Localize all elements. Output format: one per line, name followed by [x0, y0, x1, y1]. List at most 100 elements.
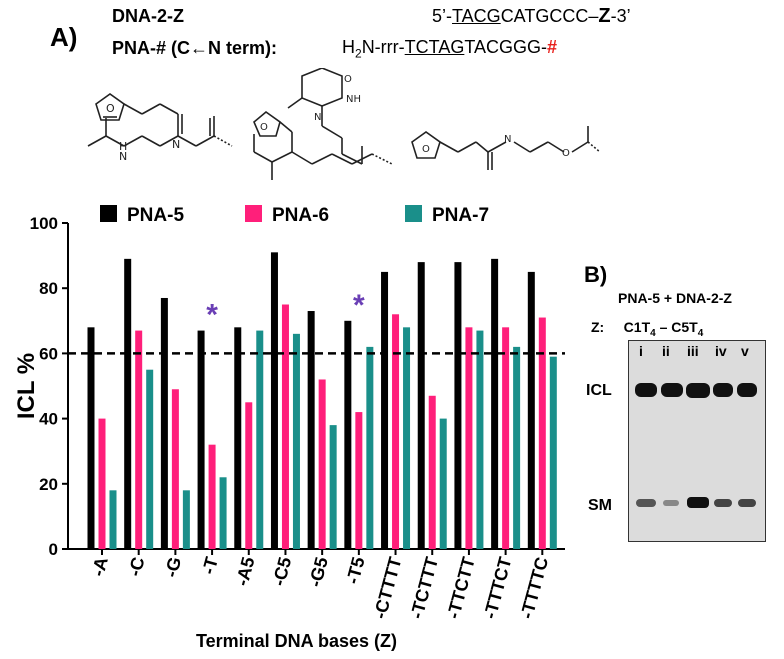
gel-title: PNA-5 + DNA-2-Z: [618, 290, 732, 306]
icl-band: [661, 383, 683, 397]
bar-pna-5: [307, 311, 315, 549]
bar-pna-7: [439, 418, 447, 549]
bar-pna-6: [428, 395, 436, 549]
sm-band: [714, 499, 732, 507]
bar-pna-7: [403, 327, 411, 549]
gel-range-a-sub: 4: [650, 327, 656, 339]
icl-band: [713, 383, 733, 397]
dna-dash: –: [588, 6, 599, 26]
bar-pna-7: [182, 490, 190, 549]
svg-text:N: N: [172, 138, 180, 151]
lane-label: iv: [715, 343, 727, 359]
gel-range-b: C5T: [671, 319, 698, 335]
bar-pna-6: [502, 327, 510, 549]
bar-pna-6: [538, 317, 546, 549]
x-axis-title: Terminal DNA bases (Z): [196, 631, 397, 651]
x-tick-label: -G: [161, 555, 185, 579]
bar-pna-7: [366, 346, 374, 549]
bar-pna-5: [234, 327, 242, 549]
bar-pna-5: [124, 258, 132, 549]
gel-range-dash: –: [655, 319, 672, 335]
x-tick-label: -C5: [268, 555, 295, 588]
bar-pna-6: [98, 418, 106, 549]
legend-label: PNA-6: [272, 205, 329, 226]
bar-pna-5: [270, 252, 278, 549]
bar-pna-7: [256, 330, 264, 549]
svg-text:NH: NH: [346, 94, 361, 105]
x-tick-label: -T: [198, 555, 222, 577]
svg-text:O: O: [260, 122, 268, 133]
pna-hash: #: [547, 37, 558, 57]
bar-pna-6: [245, 402, 253, 549]
asterisk-annotation: *: [206, 299, 218, 332]
svg-text:O: O: [344, 74, 352, 85]
y-axis-title: ICL %: [13, 353, 40, 419]
gel-image: i ii iii iv v: [628, 340, 766, 542]
gel-z-range: Z: C1T4 – C5T4: [591, 319, 703, 339]
x-tick-label: -TTTTC: [517, 555, 553, 621]
sm-band: [687, 497, 709, 508]
svg-text:H: H: [119, 140, 127, 153]
icl-band: [635, 383, 657, 397]
gel-icl-label: ICL: [586, 382, 612, 399]
bar-pna-6: [135, 330, 143, 549]
x-tick-label: -TTCTT: [443, 555, 479, 621]
lane-label: v: [741, 343, 749, 359]
lane-label: ii: [662, 343, 670, 359]
icl-band: [737, 383, 757, 397]
bar-pna-5: [344, 320, 352, 549]
gel-range-b-sub: 4: [697, 327, 704, 339]
sm-band: [738, 499, 756, 507]
bar-pna-5: [454, 262, 462, 549]
y-tick-label: 20: [39, 475, 58, 494]
legend-label: PNA-7: [432, 205, 489, 226]
bar-pna-7: [549, 356, 557, 549]
pna-rest: TACGGG-: [464, 37, 548, 57]
bar-pna-7: [219, 477, 227, 549]
y-tick-label: 100: [30, 214, 58, 233]
svg-text:N: N: [119, 150, 127, 163]
x-tick-label: -A: [88, 555, 112, 579]
dna-name: DNA-2-Z: [112, 6, 184, 26]
lane-label: i: [639, 343, 643, 359]
bar-pna-7: [476, 330, 484, 549]
dna-underlined: TACG: [452, 6, 501, 26]
bar-pna-5: [527, 271, 535, 549]
y-tick-label: 80: [39, 279, 58, 298]
pna-sub: 2: [355, 46, 362, 61]
sm-band: [636, 499, 656, 507]
svg-text:N: N: [314, 112, 321, 123]
svg-text:O: O: [562, 148, 570, 159]
x-tick-label: -TTTCT: [480, 555, 516, 621]
bar-pna-7: [329, 425, 337, 549]
pna-sequence: H2N-rrr-TCTAGTACGGG-#: [342, 37, 557, 61]
bar-pna-6: [355, 412, 363, 549]
asterisk-annotation: *: [353, 289, 365, 322]
y-tick-label: 60: [39, 344, 58, 363]
x-tick-label: -TCTTT: [406, 555, 442, 621]
bar-pna-6: [465, 327, 473, 549]
x-tick-label: -T5: [342, 555, 368, 586]
dna-suffix: -3’: [610, 6, 631, 26]
bar-pna-7: [109, 490, 117, 549]
x-tick-label: -A5: [232, 555, 259, 588]
bar-pna-5: [160, 297, 168, 549]
structure-pna-7: O N O: [411, 126, 601, 170]
y-tick-label: 40: [39, 410, 58, 429]
bar-pna-5: [417, 262, 425, 549]
dna-z: Z: [598, 5, 611, 27]
bar-pna-6: [208, 444, 216, 549]
pna-name: PNA-# (C←N term):: [112, 38, 278, 58]
panel-b-label: B): [584, 262, 608, 287]
dna-rest: CATGCCC: [500, 6, 589, 26]
legend-swatch: [405, 205, 422, 222]
gel-z-label: Z:: [591, 319, 605, 335]
bar-pna-5: [197, 330, 205, 549]
svg-text:O: O: [106, 102, 115, 115]
bar-pna-7: [513, 346, 521, 549]
structure-pna-6: O NH N O: [253, 68, 393, 180]
bar-pna-5: [491, 258, 499, 549]
lane-label: iii: [687, 343, 699, 359]
bar-chart: PNA-5 PNA-6 PNA-7 0 20 40 60 80 100 ICL % -A -C -G -T…: [13, 205, 565, 651]
